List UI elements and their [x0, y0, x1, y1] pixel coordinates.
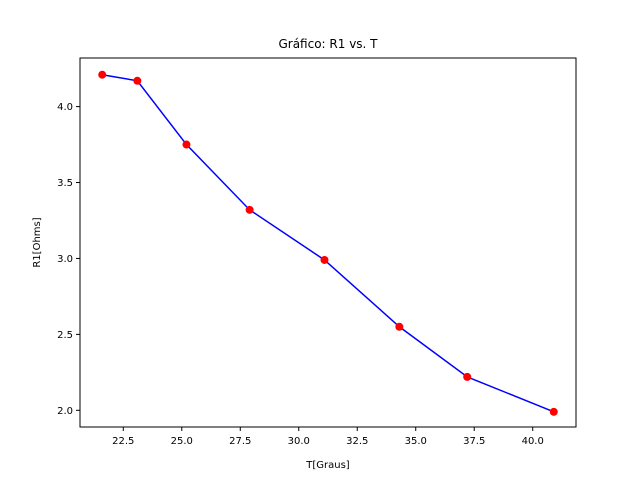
x-tick-label: 25.0 — [171, 436, 193, 447]
data-point — [549, 407, 558, 416]
data-point — [98, 70, 107, 79]
data-point — [245, 205, 254, 214]
x-tick-label: 22.5 — [112, 436, 134, 447]
chart-title: Gráfico: R1 vs. T — [278, 37, 378, 51]
data-point — [182, 140, 191, 149]
x-tick-label: 30.0 — [288, 436, 310, 447]
series-layer — [98, 70, 558, 416]
x-tick-label: 37.5 — [463, 436, 485, 447]
y-axis: 2.0 2.5 3.0 3.5 4.0 — [57, 102, 80, 417]
y-tick-label: 2.5 — [57, 330, 73, 341]
y-tick-label: 3.0 — [57, 254, 73, 265]
data-point — [463, 372, 472, 381]
x-tick-label: 27.5 — [229, 436, 251, 447]
data-point — [320, 255, 329, 264]
x-tick-label: 35.0 — [405, 436, 427, 447]
data-point — [395, 322, 404, 331]
y-tick-label: 4.0 — [57, 102, 73, 113]
x-tick-label: 40.0 — [522, 436, 544, 447]
x-axis-label: T[Graus] — [305, 460, 350, 471]
plot-area — [80, 58, 576, 427]
y-tick-label: 2.0 — [57, 406, 73, 417]
plot-frame — [79, 57, 577, 428]
x-tick-label: 32.5 — [346, 436, 368, 447]
x-axis: 22.5 25.0 27.5 30.0 32.5 35.0 37.5 40.0 — [112, 427, 544, 447]
y-axis-label: R1[Ohms] — [32, 217, 43, 267]
y-tick-label: 3.5 — [57, 178, 73, 189]
series-line — [102, 73, 555, 413]
data-point — [133, 76, 142, 85]
